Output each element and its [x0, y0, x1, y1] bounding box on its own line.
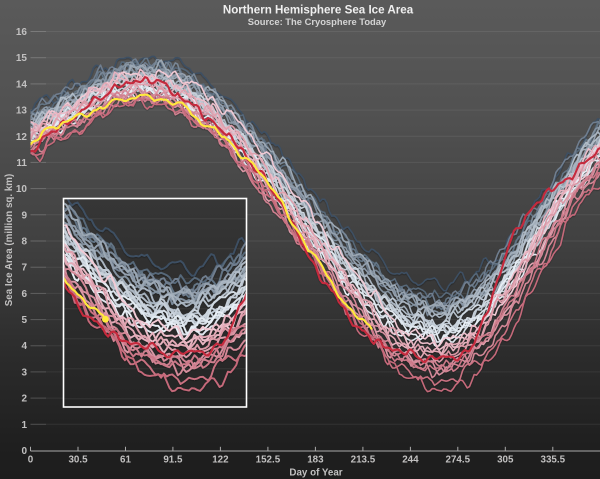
- svg-text:3: 3: [21, 367, 27, 378]
- svg-text:10: 10: [16, 184, 28, 195]
- svg-text:13: 13: [16, 106, 28, 117]
- svg-text:335.5: 335.5: [541, 455, 566, 466]
- svg-text:213.5: 213.5: [351, 455, 376, 466]
- svg-text:1: 1: [21, 420, 27, 431]
- svg-text:4: 4: [21, 341, 27, 352]
- svg-text:305: 305: [497, 455, 514, 466]
- svg-text:61: 61: [120, 455, 131, 466]
- svg-text:6: 6: [21, 289, 27, 300]
- svg-text:0: 0: [28, 455, 34, 466]
- svg-text:15: 15: [16, 53, 28, 64]
- svg-text:2: 2: [21, 394, 27, 405]
- svg-text:7: 7: [21, 263, 27, 274]
- svg-text:16: 16: [16, 27, 28, 38]
- svg-text:274.5: 274.5: [446, 455, 471, 466]
- svg-text:30.5: 30.5: [68, 455, 88, 466]
- svg-text:244: 244: [402, 455, 419, 466]
- svg-text:Day of Year: Day of Year: [289, 468, 342, 479]
- svg-text:11: 11: [16, 158, 27, 169]
- svg-text:122: 122: [212, 455, 229, 466]
- svg-text:91.5: 91.5: [163, 455, 183, 466]
- svg-text:Source: The Cryosphere Today: Source: The Cryosphere Today: [248, 16, 387, 27]
- svg-text:Sea Ice Area (million sq. km): Sea Ice Area (million sq. km): [4, 174, 15, 307]
- svg-text:0: 0: [21, 446, 27, 457]
- svg-text:12: 12: [16, 132, 28, 143]
- svg-text:8: 8: [21, 237, 27, 248]
- svg-text:14: 14: [16, 79, 28, 90]
- svg-text:152.5: 152.5: [256, 455, 281, 466]
- svg-text:9: 9: [21, 210, 27, 221]
- svg-text:183: 183: [307, 455, 324, 466]
- svg-text:Northern Hemisphere Sea Ice Ar: Northern Hemisphere Sea Ice Area: [223, 4, 414, 17]
- svg-text:5: 5: [21, 315, 27, 326]
